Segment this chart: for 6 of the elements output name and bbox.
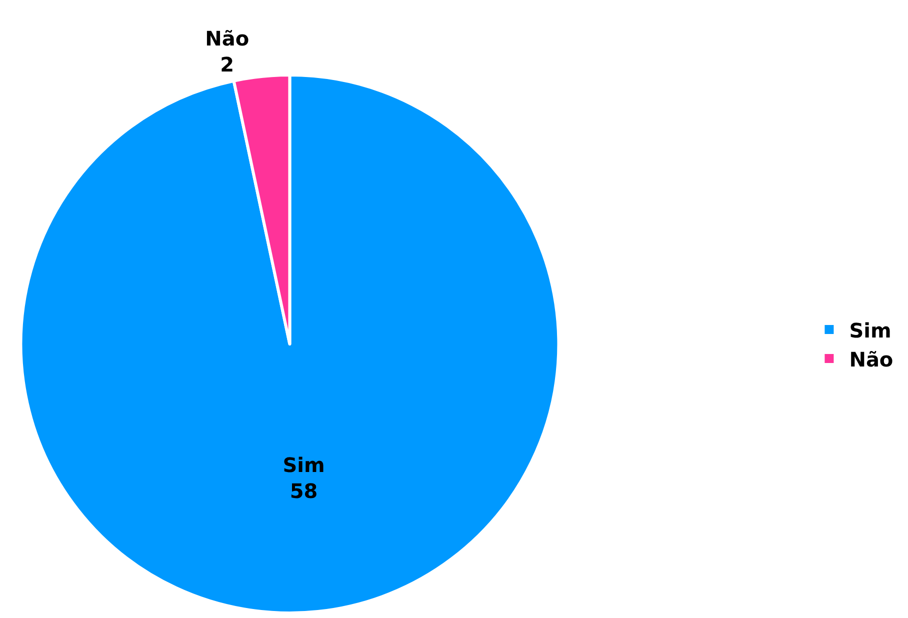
slice-label: Sim — [282, 452, 325, 477]
legend-label: Não — [849, 347, 894, 372]
data-label: 58 — [290, 478, 318, 503]
data-label: 2 — [220, 52, 234, 77]
legend-label: Sim — [849, 318, 892, 342]
slice-label: Não — [205, 26, 250, 51]
